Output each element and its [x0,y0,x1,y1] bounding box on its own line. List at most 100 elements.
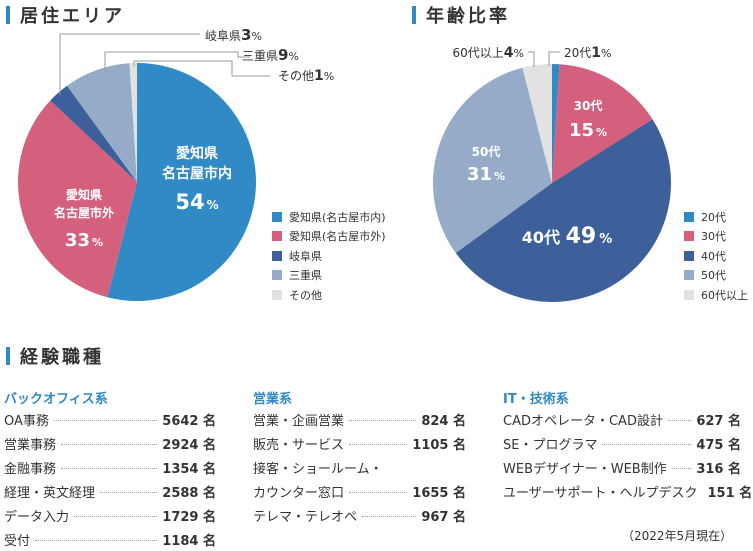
pie-slice-3 [67,63,137,182]
legend-label: 岐阜県 [289,249,322,263]
slice-label-40s: 40代 49% [522,224,613,249]
slice-value-50s: 31% [467,164,505,185]
job-name: ユーザーサポート・ヘルプデスク [503,485,698,501]
job-name: 営業・企画営業 [253,413,345,429]
pie-slice-3 [433,67,552,253]
dotted-leader [667,419,692,421]
pie-slice-0 [107,63,257,301]
legend-item: 60代以上 [684,285,748,305]
job-name: CADオペレータ・CAD設計 [503,413,663,429]
slice-label-nagoya-out: 名古屋市外 [54,205,114,220]
legend-swatch [272,211,282,222]
residence-legend: 愛知県(名古屋市内) 愛知県(名古屋市外) 岐阜県三重県その他 [272,207,386,305]
dotted-leader [61,443,158,445]
job-count: 1184 名 [162,533,216,549]
slice-value-nagoya-out: 33% [65,230,103,251]
legend-item: 40代 [684,246,748,266]
legend-label: 20代 [701,210,726,224]
slice-label-50s: 50代 [472,144,501,159]
job-name: カウンター窓口 [253,485,345,501]
pie-slice-2 [50,85,138,182]
job-count: 316 名 [696,461,741,477]
pie-slice-1 [17,100,137,298]
slice-label-30s: 30代 [574,98,603,113]
job-row: 経理・英文経理 2588 名 [4,479,216,503]
dotted-leader [362,515,417,517]
job-count: 151 名 [707,485,753,501]
job-list-backoffice: OA事務 5642 名営業事務 2924 名金融事務 1354 名経理・英文経理 258… [4,407,216,551]
slice-label-nagoya-in: 名古屋市内 [162,165,232,182]
job-count: 1354 名 [162,461,216,477]
job-name: 接客・ショールーム・ [253,461,383,477]
legend-item: 愛知県(名古屋市内) [272,207,386,227]
callout-mie-line [104,51,250,72]
title-accent-bar [6,6,10,24]
pie-slice-0 [552,64,560,183]
callout-20s-label: 20代1% [564,45,611,61]
job-name: 金融事務 [4,461,57,477]
residence-title-text: 居住エリア [20,6,125,27]
legend-swatch [684,211,694,222]
legend-item: 30代 [684,227,748,247]
legend-label: 30代 [701,230,726,244]
pie-slice-2 [455,119,672,303]
dotted-leader [74,515,158,517]
job-count: 1655 名 [412,485,466,501]
dotted-leader [671,467,692,469]
callout-60s-label: 60代以上4% [453,45,524,61]
job-row: ユーザーサポート・ヘルプデスク 151 名 [503,479,752,503]
age-legend: 20代 30代 40代 50代 60代以上 [684,207,748,305]
legend-label: その他 [289,288,322,302]
job-row: 販売・サービス 1105 名 [253,431,466,455]
job-row: 受付 1184 名 [4,527,216,551]
job-name: 営業事務 [4,437,57,453]
callout-gifu-line [59,33,200,95]
job-row: WEBデザイナー・WEB制作 316 名 [503,455,741,479]
callout-20s-line [548,51,560,66]
job-row: 営業・企画営業 824 名 [253,407,466,431]
legend-swatch [684,289,694,300]
legend-item: 三重県 [272,266,386,286]
job-row: データ入力 1729 名 [4,503,216,527]
job-name: WEBデザイナー・WEB制作 [503,461,667,477]
job-name: 経理・英文経理 [4,485,96,501]
pie-slice-1 [552,64,653,183]
job-row: CADオペレータ・CAD設計 627 名 [503,407,741,431]
legend-item: 愛知県(名古屋市外) [272,227,386,247]
legend-swatch [684,270,694,281]
legend-label: 40代 [701,249,726,263]
job-row: OA事務 5642 名 [4,407,216,431]
title-accent-bar [6,347,10,365]
category-title-sales: 営業系 [253,392,293,407]
dotted-leader [349,491,408,493]
age-title-text: 年齢比率 [426,6,510,27]
callout-mie-label: 三重県9% [242,46,299,64]
job-name: 受付 [4,533,31,549]
dotted-leader [53,419,158,421]
legend-swatch [272,231,282,242]
callout-other-label: その他1% [278,68,334,84]
residence-section-title: 居住エリア [6,2,125,28]
age-pie-chart: 30代 15 % 40代 49 % 50代 31 % 20代1% 60代以上4% [433,45,672,303]
legend-item: 20代 [684,207,748,227]
job-row: 金融事務 1354 名 [4,455,216,479]
callout-other-line [133,60,270,77]
job-list-it: CADオペレータ・CAD設計 627 名 SE・プログラマ 475 名 WEBデザイナー… [503,407,752,503]
title-accent-bar [412,6,416,24]
legend-swatch [272,289,282,300]
slice-value-nagoya-in: 54% [175,190,218,214]
legend-label: 愛知県(名古屋市外) [289,230,386,244]
job-count: 1729 名 [162,509,216,525]
job-row: カウンター窓口 1655 名 [253,479,466,503]
dotted-leader [349,443,408,445]
job-list-sales: 営業・企画営業 824 名販売・サービス 1105 名接客・ショールーム・ カウンター… [253,407,466,527]
job-row: 営業事務 2924 名 [4,431,216,455]
legend-item: 50代 [684,266,748,286]
job-name: テレマ・テレオペ [253,509,358,525]
job-count: 967 名 [421,509,466,525]
job-count: 2924 名 [162,437,216,453]
job-name: データ入力 [4,509,70,525]
job-name: OA事務 [4,413,49,429]
job-count: 5642 名 [162,413,216,429]
